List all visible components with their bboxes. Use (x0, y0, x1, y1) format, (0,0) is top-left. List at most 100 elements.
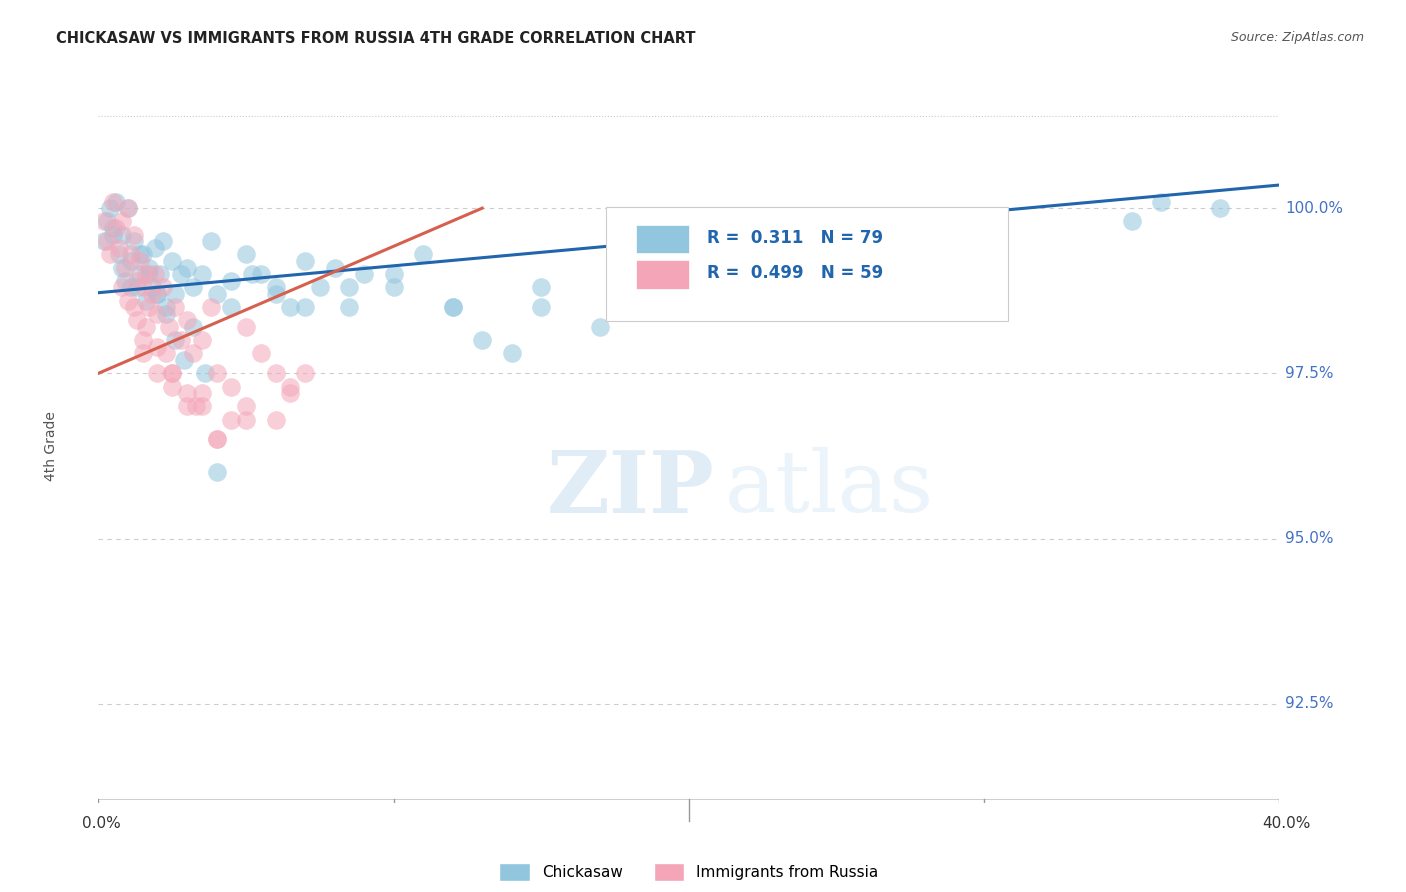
FancyBboxPatch shape (636, 225, 689, 253)
Point (108, 247, 131, 261)
Point (235, 247, 257, 261)
Point (157, 320, 180, 334)
Point (162, 379, 183, 393)
Point (181, 280, 204, 294)
Point (200, 300, 222, 314)
Point (176, 400, 198, 414)
Point (191, 267, 214, 281)
Point (98, 247, 121, 261)
Point (170, 333, 193, 347)
Point (165, 300, 187, 314)
Point (135, 267, 157, 281)
Point (323, 260, 346, 275)
Point (111, 280, 134, 294)
Point (205, 287, 228, 301)
Point (294, 300, 316, 314)
Point (264, 412, 287, 426)
Point (149, 267, 172, 281)
Point (382, 280, 405, 294)
Point (619, 287, 641, 301)
Point (191, 400, 214, 414)
Point (111, 227, 134, 242)
Point (176, 313, 198, 327)
Point (264, 367, 287, 381)
Point (184, 400, 207, 414)
Point (181, 346, 204, 360)
Point (103, 221, 125, 235)
Point (138, 300, 160, 314)
Point (412, 247, 434, 261)
Text: 100.0%: 100.0% (1285, 201, 1343, 216)
Point (1121, 214, 1143, 228)
Point (93, 214, 115, 228)
Point (122, 300, 145, 314)
Point (132, 247, 155, 261)
Point (191, 333, 214, 347)
Point (205, 466, 228, 480)
Point (337, 280, 360, 294)
Point (278, 386, 302, 401)
Point (143, 241, 166, 255)
Point (93, 234, 115, 248)
Point (219, 412, 243, 426)
Point (191, 386, 214, 401)
FancyBboxPatch shape (636, 260, 689, 289)
Point (132, 346, 155, 360)
Point (205, 433, 228, 447)
Point (173, 353, 195, 368)
Point (117, 293, 139, 308)
Point (111, 214, 134, 228)
Point (235, 412, 257, 426)
Text: 95.0%: 95.0% (1285, 531, 1334, 546)
Point (309, 280, 332, 294)
Point (132, 333, 155, 347)
Point (146, 307, 169, 321)
Point (441, 300, 464, 314)
Text: 92.5%: 92.5% (1285, 696, 1334, 711)
Point (264, 280, 287, 294)
Point (120, 254, 142, 268)
Point (825, 280, 848, 294)
Point (205, 433, 228, 447)
Point (1150, 194, 1173, 209)
Point (117, 201, 139, 215)
Point (155, 346, 177, 360)
Point (194, 367, 217, 381)
Point (250, 267, 273, 281)
Point (589, 320, 612, 334)
Point (162, 367, 183, 381)
Text: 97.5%: 97.5% (1285, 366, 1334, 381)
Text: R =  0.311   N = 79: R = 0.311 N = 79 (707, 228, 883, 246)
Text: 4th Grade: 4th Grade (44, 411, 58, 481)
Point (141, 287, 163, 301)
Point (1209, 201, 1232, 215)
Point (103, 194, 125, 209)
Point (170, 267, 193, 281)
Point (114, 260, 136, 275)
Point (105, 194, 128, 209)
Point (181, 320, 204, 334)
Point (264, 287, 287, 301)
Point (108, 241, 131, 255)
Text: 40.0%: 40.0% (1263, 816, 1310, 831)
Point (162, 254, 183, 268)
Point (128, 254, 150, 268)
Point (138, 260, 160, 275)
Point (530, 280, 553, 294)
Point (120, 247, 142, 261)
Text: atlas: atlas (724, 447, 934, 531)
Point (120, 280, 142, 294)
Point (471, 333, 494, 347)
Point (737, 234, 759, 248)
Point (125, 280, 148, 294)
Point (138, 267, 160, 281)
Point (737, 234, 759, 248)
Point (143, 267, 166, 281)
Point (98, 201, 121, 215)
Point (235, 400, 257, 414)
Point (146, 287, 169, 301)
Point (176, 386, 198, 401)
Point (235, 320, 257, 334)
Point (219, 379, 243, 393)
Point (122, 234, 145, 248)
